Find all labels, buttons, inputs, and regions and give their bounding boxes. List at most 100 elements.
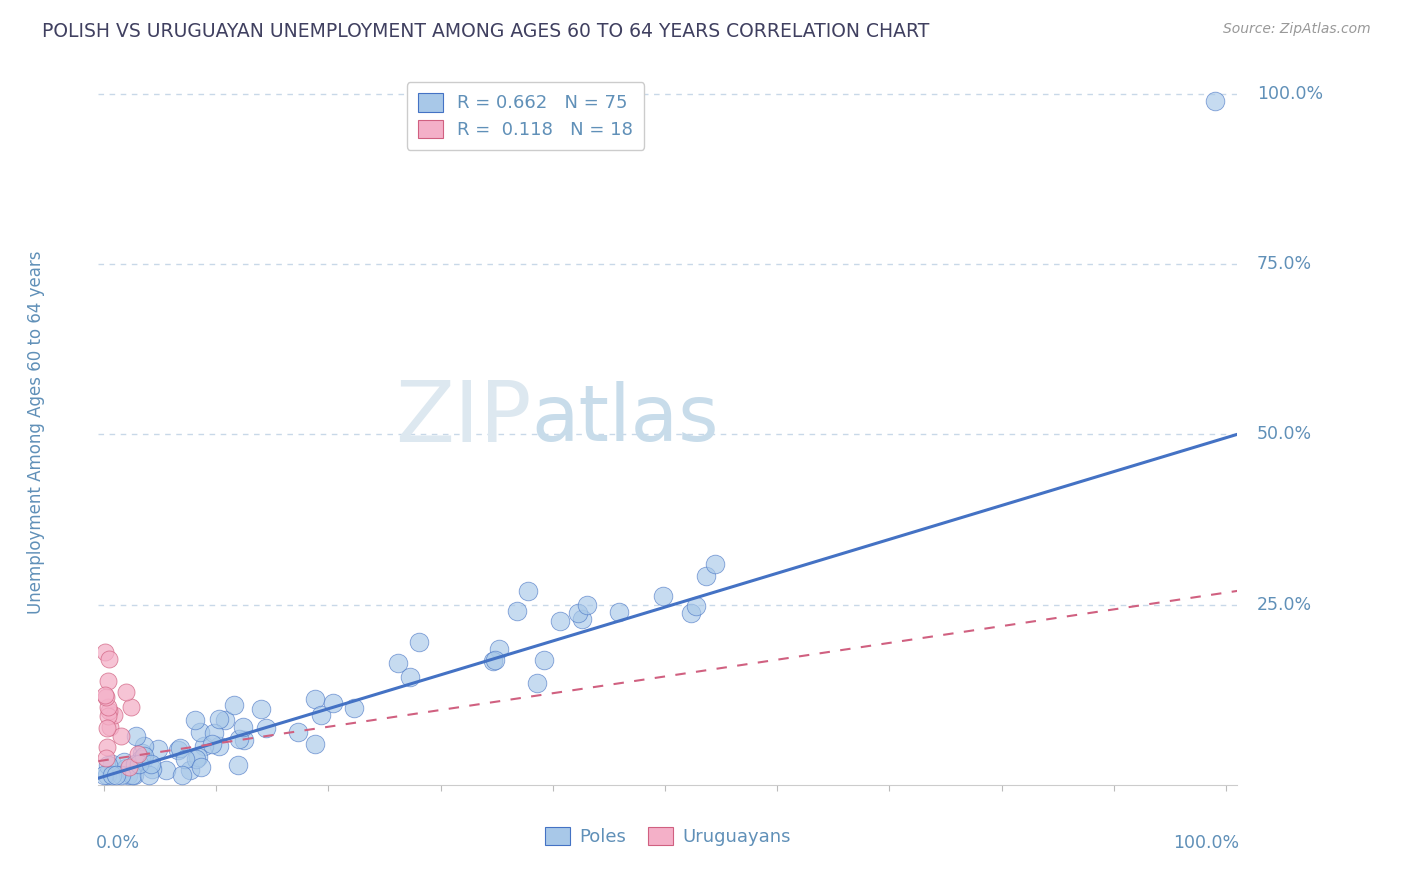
Point xyxy=(651,589,673,603)
Text: Source: ZipAtlas.com: Source: ZipAtlas.com xyxy=(1223,22,1371,37)
Point xyxy=(186,752,208,766)
Point xyxy=(214,713,236,727)
Text: atlas: atlas xyxy=(531,381,718,457)
Point xyxy=(97,700,120,714)
Point xyxy=(183,713,205,727)
Point xyxy=(97,709,120,723)
Point xyxy=(97,704,120,718)
Point xyxy=(304,737,326,751)
Point xyxy=(96,721,118,735)
Point xyxy=(148,741,170,756)
Point xyxy=(169,741,191,756)
Point xyxy=(1204,94,1226,108)
Point xyxy=(97,673,120,688)
Point xyxy=(387,657,409,671)
Point xyxy=(208,739,231,754)
Point xyxy=(506,604,529,618)
Point xyxy=(548,615,571,629)
Point xyxy=(122,768,145,782)
Point xyxy=(249,701,271,715)
Point xyxy=(141,756,163,771)
Text: ZIP: ZIP xyxy=(395,377,531,460)
Point xyxy=(201,737,224,751)
Point xyxy=(408,634,430,648)
Point xyxy=(112,756,135,770)
Point xyxy=(94,645,117,659)
Text: 25.0%: 25.0% xyxy=(1257,596,1312,614)
Point xyxy=(322,696,344,710)
Point xyxy=(97,652,120,666)
Point xyxy=(101,768,124,782)
Point xyxy=(128,756,150,771)
Point xyxy=(110,729,132,743)
Point xyxy=(138,768,160,782)
Point xyxy=(233,732,256,747)
Point xyxy=(208,712,231,726)
Point xyxy=(120,700,142,714)
Point xyxy=(93,768,115,782)
Point xyxy=(179,763,201,777)
Point xyxy=(96,690,118,705)
Point xyxy=(110,768,132,782)
Point xyxy=(131,746,153,760)
Point xyxy=(228,731,250,746)
Point xyxy=(484,653,506,667)
Text: 100.0%: 100.0% xyxy=(1257,85,1323,103)
Point xyxy=(224,698,246,713)
Point xyxy=(488,641,510,656)
Text: POLISH VS URUGUAYAN UNEMPLOYMENT AMONG AGES 60 TO 64 YEARS CORRELATION CHART: POLISH VS URUGUAYAN UNEMPLOYMENT AMONG A… xyxy=(42,22,929,41)
Point xyxy=(533,652,555,666)
Point xyxy=(127,747,149,762)
Point xyxy=(526,676,548,690)
Point xyxy=(202,726,225,740)
Point xyxy=(703,558,725,572)
Point xyxy=(98,720,121,734)
Point xyxy=(96,740,118,755)
Point xyxy=(304,691,326,706)
Point xyxy=(132,739,155,754)
Point xyxy=(173,752,195,766)
Point xyxy=(124,756,146,771)
Text: 75.0%: 75.0% xyxy=(1257,255,1312,273)
Point xyxy=(141,762,163,776)
Point xyxy=(129,752,152,766)
Point xyxy=(567,606,589,620)
Point xyxy=(121,768,143,782)
Point xyxy=(226,758,249,772)
Point xyxy=(115,685,138,699)
Point xyxy=(166,743,188,757)
Text: 50.0%: 50.0% xyxy=(1257,425,1312,443)
Point xyxy=(311,708,333,723)
Point xyxy=(93,688,115,702)
Point xyxy=(187,749,209,764)
Point xyxy=(343,700,366,714)
Text: Unemployment Among Ages 60 to 64 years: Unemployment Among Ages 60 to 64 years xyxy=(27,251,45,615)
Point xyxy=(188,725,211,739)
Text: 0.0%: 0.0% xyxy=(96,834,141,852)
Point xyxy=(118,759,141,773)
Point xyxy=(576,599,599,613)
Point xyxy=(679,606,702,620)
Point xyxy=(125,729,148,743)
Point xyxy=(685,599,707,614)
Point xyxy=(100,757,122,772)
Point xyxy=(571,612,593,626)
Point xyxy=(695,569,717,583)
Point xyxy=(105,768,128,782)
Point xyxy=(609,605,631,619)
Point xyxy=(190,759,212,773)
Point xyxy=(132,749,155,764)
Point xyxy=(103,707,125,722)
Text: 100.0%: 100.0% xyxy=(1174,834,1240,852)
Point xyxy=(193,739,215,753)
Point xyxy=(97,758,120,772)
Point xyxy=(517,583,540,598)
Point xyxy=(96,768,118,782)
Point xyxy=(115,761,138,775)
Legend: Poles, Uruguayans: Poles, Uruguayans xyxy=(538,820,797,854)
Point xyxy=(482,654,505,668)
Point xyxy=(94,751,117,765)
Point xyxy=(117,768,139,782)
Point xyxy=(254,721,277,735)
Point xyxy=(132,753,155,767)
